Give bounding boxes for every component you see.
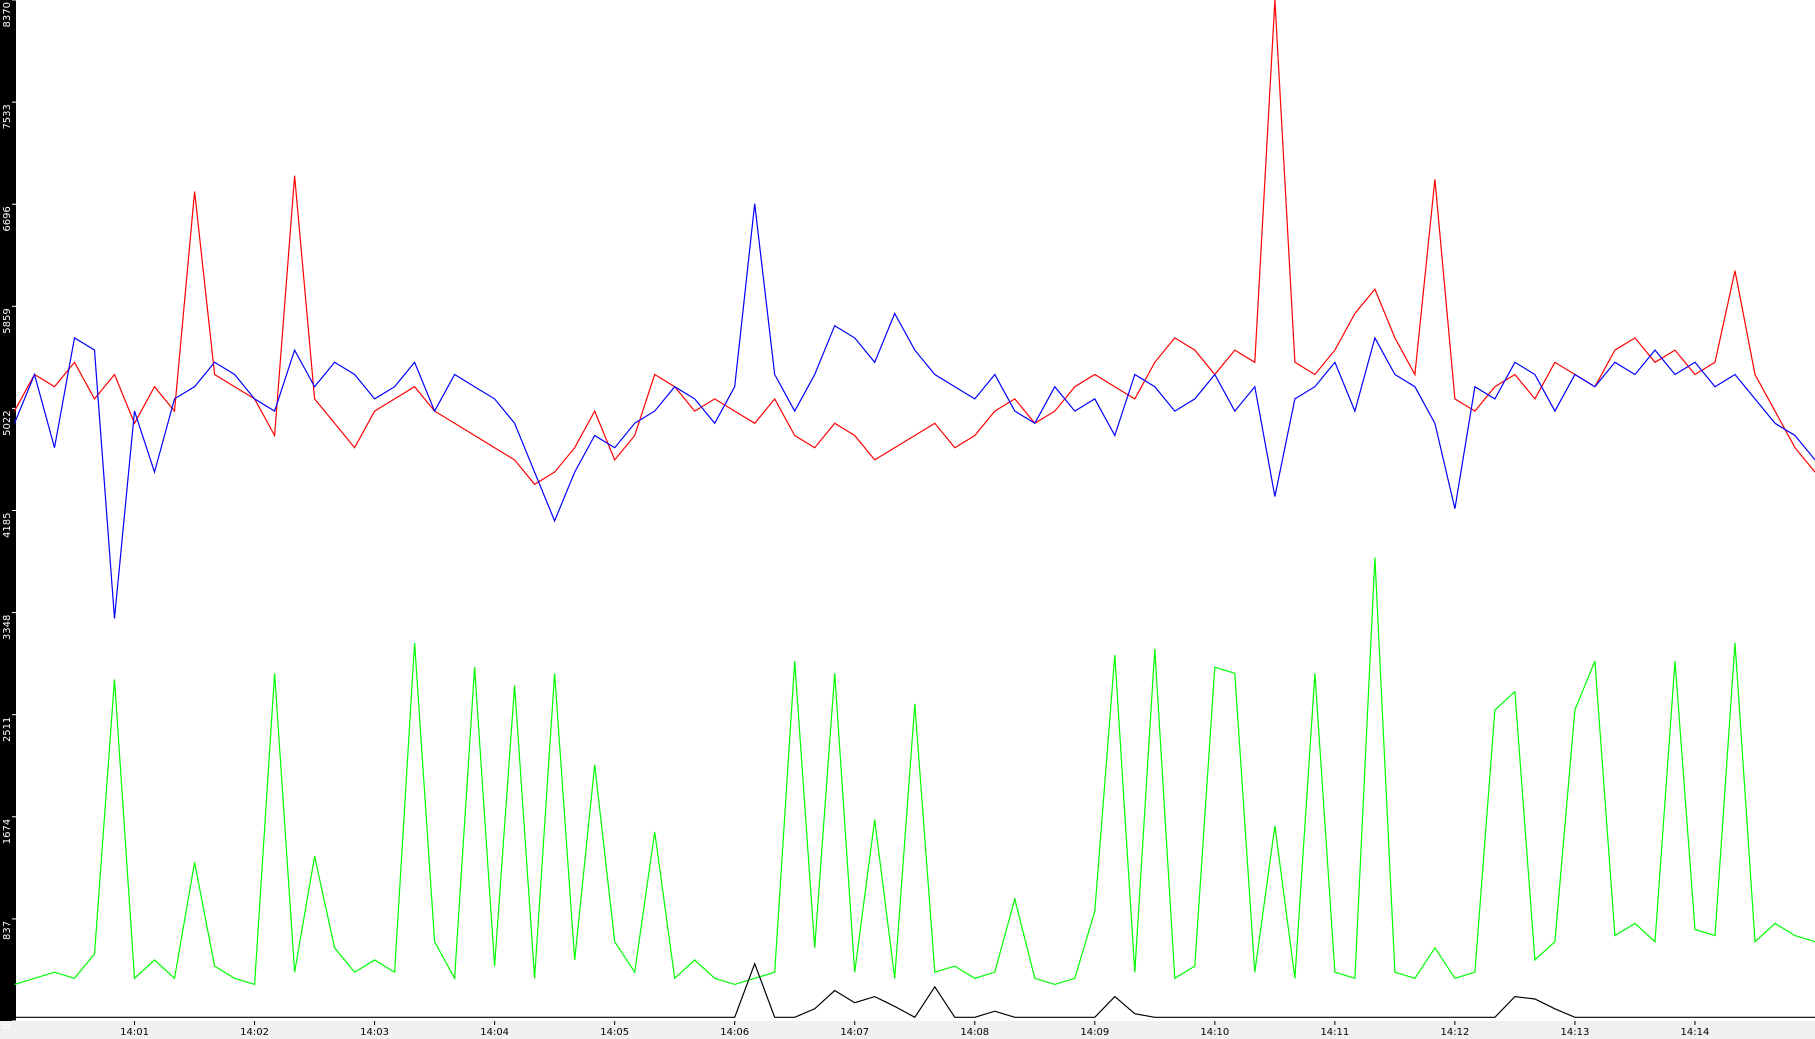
x-tick-label: 14:01 — [120, 1027, 149, 1038]
x-tick-label: 14:07 — [840, 1027, 869, 1038]
y-tick-label: 0 — [2, 1023, 13, 1029]
y-tick-label: 8370 — [2, 2, 13, 27]
series-line — [14, 961, 1815, 1019]
y-axis-strip — [0, 0, 16, 1021]
y-tick-label: 7533 — [2, 104, 13, 129]
series-line — [14, 557, 1815, 986]
x-tick-label: 14:13 — [1561, 1027, 1590, 1038]
y-tick-label: 5859 — [2, 308, 13, 333]
y-tick-label: 837 — [2, 921, 13, 940]
y-tick-label: 4185 — [2, 513, 13, 538]
x-axis-strip — [0, 1021, 1815, 1039]
y-tick-label: 2511 — [2, 717, 13, 742]
x-tick-label: 14:06 — [720, 1027, 749, 1038]
x-tick-label: 14:02 — [240, 1027, 269, 1038]
x-tick-label: 14:12 — [1440, 1027, 1469, 1038]
x-tick-label: 14:05 — [600, 1027, 629, 1038]
y-tick-label: 3348 — [2, 615, 13, 640]
x-tick-label: 14:11 — [1320, 1027, 1349, 1038]
y-tick-label: 1674 — [2, 819, 13, 844]
y-tick-label: 6696 — [2, 206, 13, 231]
y-tick-label: 5022 — [2, 410, 13, 435]
series-line — [13, 203, 1815, 619]
x-tick-label: 14:04 — [480, 1027, 509, 1038]
x-tick-label: 14:03 — [360, 1027, 389, 1038]
x-tick-label: 14:09 — [1080, 1027, 1109, 1038]
x-tick-label: 14:08 — [960, 1027, 989, 1038]
series-line — [13, 0, 1815, 486]
x-tick-label: 14:10 — [1200, 1027, 1229, 1038]
x-tick-label: 14:14 — [1681, 1027, 1710, 1038]
